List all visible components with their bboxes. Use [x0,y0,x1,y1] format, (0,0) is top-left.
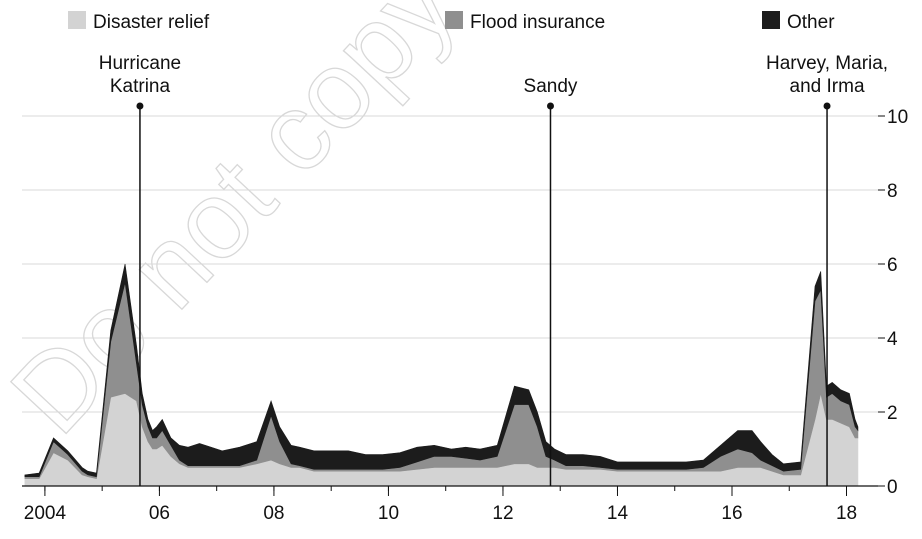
y-tick-label: 0 [887,477,898,498]
legend-swatch [762,11,780,29]
annotation-dot [136,102,144,110]
legend-swatch [445,11,463,29]
y-tick-label: 2 [887,403,898,424]
x-tick-label: 16 [721,503,742,524]
x-tick-label: 10 [378,503,399,524]
annotation-dot [823,102,831,110]
legend-label: Disaster relief [93,12,210,33]
grid-lines [22,115,878,413]
y-tick-label: 10 [887,107,908,128]
area-other [24,263,859,478]
annotation-label: Harvey, Maria, [766,53,888,74]
x-tick-label: 18 [836,503,857,524]
y-tick-label: 6 [887,255,898,276]
annotation-label: Katrina [110,76,171,97]
legend: Disaster relief Flood insurance Other [68,11,835,33]
legend-label: Flood insurance [470,12,605,33]
axes: 0 2 4 6 8 10 2004 06 08 10 12 14 16 18 [22,107,908,524]
x-tick-label: 12 [492,503,513,524]
watermark-text: Do not copy [0,0,478,456]
annotation-label: Hurricane [99,53,181,74]
x-tick-label: 08 [263,503,284,524]
legend-label: Other [787,12,835,33]
x-tick-label: 14 [607,503,629,524]
x-tick-label: 2004 [24,503,67,524]
annotation-dot [546,102,554,110]
y-tick-label: 8 [887,181,898,202]
annotation-label: and Irma [790,76,865,97]
legend-swatch [68,11,86,29]
x-tick-label: 06 [149,503,170,524]
watermark: Do not copy [0,0,479,457]
annotation-label: Sandy [524,76,578,97]
y-tick-label: 4 [887,329,898,350]
